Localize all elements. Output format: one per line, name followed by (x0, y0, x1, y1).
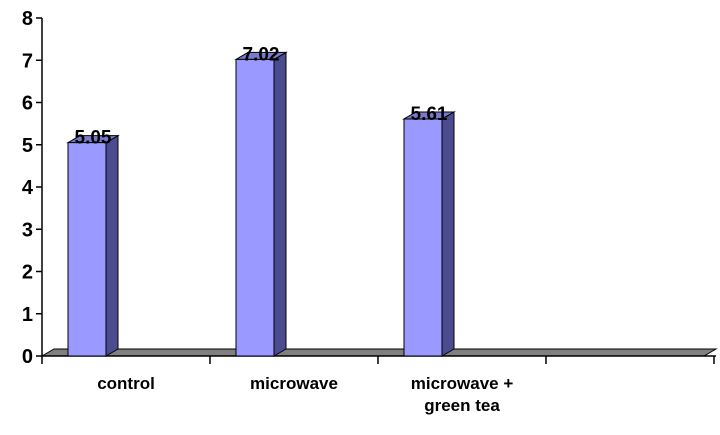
bar (403, 118, 443, 357)
bar-side (105, 134, 119, 357)
bar (235, 58, 275, 357)
y-tick-label: 3 (22, 219, 33, 241)
x-category-label: microwave (250, 374, 338, 393)
x-category-label: control (97, 374, 155, 393)
bar-side (441, 111, 455, 357)
bar-side (273, 51, 287, 357)
y-tick-label: 4 (22, 177, 34, 199)
y-tick-label: 6 (22, 93, 33, 115)
bar-value-label: 5.61 (411, 104, 448, 125)
chart-floor (40, 348, 718, 357)
bar-value-label: 5.05 (75, 128, 112, 149)
bar-value-label: 7.02 (243, 44, 280, 65)
bar (67, 142, 107, 357)
x-category-label: microwave + green tea (411, 374, 514, 415)
y-tick-label: 5 (22, 135, 33, 157)
y-tick-label: 2 (22, 262, 33, 284)
y-tick-label: 7 (22, 50, 33, 72)
y-tick-label: 8 (22, 8, 33, 30)
y-tick-label: 0 (22, 346, 33, 368)
y-tick-label: 1 (22, 304, 33, 326)
